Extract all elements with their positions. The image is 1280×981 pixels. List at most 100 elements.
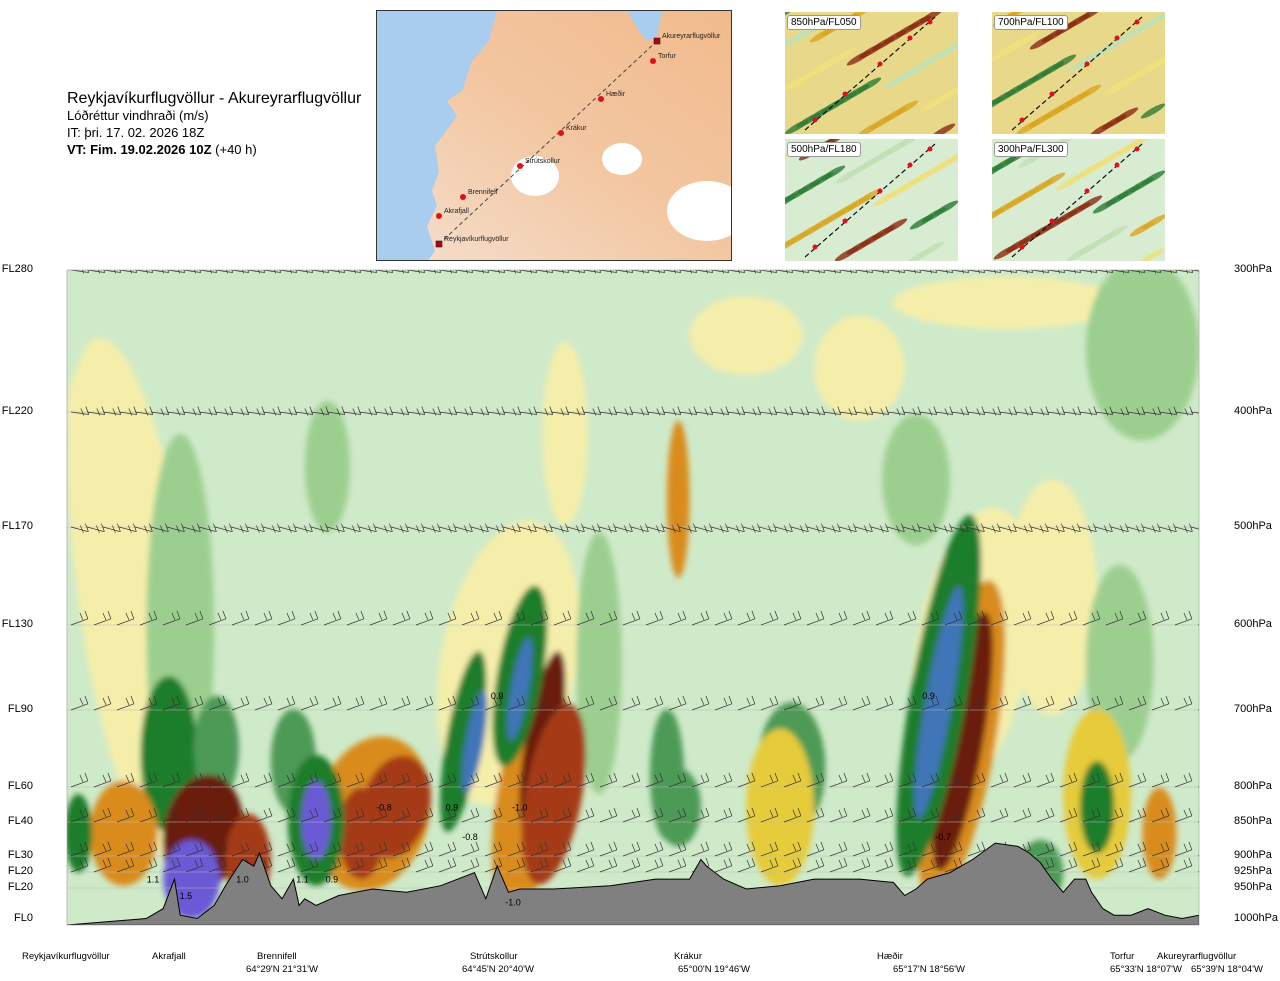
wind-barb bbox=[1128, 610, 1147, 626]
wind-barb bbox=[507, 695, 526, 711]
wind-barb bbox=[950, 523, 969, 533]
thumbnail-850hpa[interactable]: 850hPa/FL050 bbox=[785, 12, 958, 134]
wind-barb bbox=[438, 807, 457, 823]
wind-barb bbox=[622, 841, 641, 857]
wind-barb bbox=[208, 610, 227, 626]
wind-barb bbox=[599, 807, 618, 823]
wind-barb bbox=[1036, 610, 1055, 626]
wind-barb bbox=[438, 610, 457, 626]
wind-barb bbox=[622, 807, 641, 823]
pressure-label: 800hPa bbox=[1234, 780, 1272, 792]
wind-barb bbox=[254, 772, 273, 788]
wind-barb bbox=[208, 695, 227, 711]
wind-barb bbox=[1036, 807, 1055, 823]
wind-barb bbox=[599, 610, 618, 626]
wind-barb bbox=[714, 841, 733, 857]
wind-barb bbox=[484, 841, 503, 857]
wind-barb bbox=[118, 523, 137, 533]
airport-marker bbox=[435, 240, 443, 248]
pressure-label: 600hPa bbox=[1234, 618, 1272, 630]
wind-barb bbox=[139, 841, 158, 857]
wind-barb bbox=[726, 523, 745, 533]
waypoint-label: Brennifell bbox=[468, 189, 498, 196]
wind-barb bbox=[461, 807, 480, 823]
wind-barb bbox=[1036, 695, 1055, 711]
wind-barb bbox=[576, 807, 595, 823]
wind-barb bbox=[806, 807, 825, 823]
wind-barb bbox=[484, 857, 503, 873]
wind-barb bbox=[116, 857, 135, 873]
wind-barb bbox=[898, 610, 917, 626]
wind-barb bbox=[898, 772, 917, 788]
wind-barb bbox=[1105, 807, 1124, 823]
wind-barb bbox=[852, 807, 871, 823]
wind-barb bbox=[486, 523, 505, 533]
wind-barb bbox=[534, 523, 553, 533]
wind-barb bbox=[599, 857, 618, 873]
fl-label: FL130 bbox=[1, 618, 33, 630]
wind-barb bbox=[342, 406, 362, 416]
wind-barb bbox=[310, 406, 330, 416]
fl-label: FL170 bbox=[1, 520, 33, 532]
wind-barb bbox=[806, 406, 826, 416]
wind-barb bbox=[1151, 772, 1170, 788]
wind-barb bbox=[829, 695, 848, 711]
wind-barb bbox=[369, 807, 388, 823]
wind-barb bbox=[852, 772, 871, 788]
waypoint-label: Reykjavíkurflugvöllur bbox=[444, 236, 509, 243]
wind-barb bbox=[576, 857, 595, 873]
wind-field-cell bbox=[576, 532, 622, 794]
wind-barb bbox=[758, 523, 777, 533]
wind-barb bbox=[576, 610, 595, 626]
wind-barb bbox=[990, 695, 1009, 711]
wind-barb bbox=[1105, 841, 1124, 857]
wind-barb bbox=[230, 406, 250, 416]
wind-barb bbox=[277, 772, 296, 788]
thumbnail-500hpa[interactable]: 500hPa/FL180 bbox=[785, 139, 958, 261]
wind-barb bbox=[967, 695, 986, 711]
wind-barb bbox=[614, 406, 634, 416]
wind-barb bbox=[1158, 523, 1177, 533]
wind-barb bbox=[622, 857, 641, 873]
waypoint-marker bbox=[598, 96, 604, 102]
wind-barb bbox=[530, 772, 549, 788]
wind-barb bbox=[710, 406, 730, 416]
wind-barb bbox=[342, 523, 361, 533]
wind-barb bbox=[461, 857, 480, 873]
thumbnail-300hpa[interactable]: 300hPa/FL300 bbox=[992, 139, 1165, 261]
wind-barb bbox=[1190, 526, 1199, 530]
wind-barb bbox=[852, 857, 871, 873]
pressure-label: 950hPa bbox=[1234, 881, 1272, 893]
wind-barb bbox=[790, 406, 810, 416]
thumbnail-700hpa[interactable]: 700hPa/FL100 bbox=[992, 12, 1165, 134]
location-coord: 65°17'N 18°56'W bbox=[893, 964, 965, 975]
wind-barb bbox=[214, 523, 233, 533]
wind-barb bbox=[998, 523, 1017, 533]
wind-field-cell bbox=[542, 342, 588, 526]
wind-barb bbox=[134, 406, 154, 416]
wind-barb bbox=[742, 523, 761, 533]
wind-field-cell bbox=[67, 794, 92, 873]
wind-barb bbox=[86, 523, 105, 533]
wind-barb bbox=[1197, 709, 1199, 711]
location-coord: 65°00'N 19°46'W bbox=[678, 964, 750, 975]
wind-barb bbox=[1030, 406, 1050, 416]
wind-barb bbox=[553, 610, 572, 626]
wind-barb bbox=[1128, 772, 1147, 788]
wind-barb bbox=[254, 807, 273, 823]
wind-barb bbox=[231, 841, 250, 857]
pressure-label: 850hPa bbox=[1234, 815, 1272, 827]
wind-barb bbox=[118, 406, 138, 416]
wind-barb bbox=[622, 610, 641, 626]
value-annotation: -1.0 bbox=[505, 897, 521, 907]
wind-barb bbox=[415, 841, 434, 857]
wind-barb bbox=[645, 610, 664, 626]
wind-barb bbox=[822, 523, 841, 533]
wind-barb bbox=[346, 857, 365, 873]
wind-barb bbox=[1059, 841, 1078, 857]
waypoint-label: Hæðir bbox=[606, 90, 626, 98]
fjord-north bbox=[627, 11, 662, 41]
wind-barb bbox=[1078, 523, 1097, 533]
wind-barb bbox=[691, 772, 710, 788]
wind-barb bbox=[886, 406, 906, 416]
